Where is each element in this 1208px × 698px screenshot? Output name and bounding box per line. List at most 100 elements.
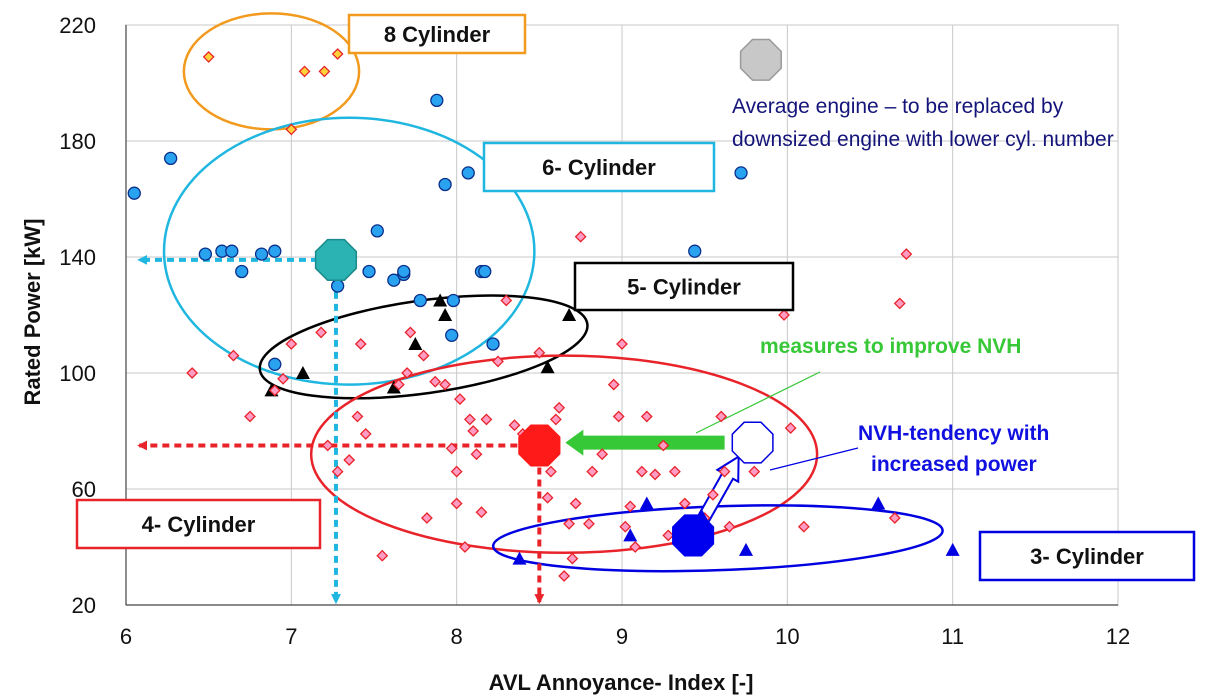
nvh-tendency-label-line1: NVH-tendency with — [858, 422, 1049, 445]
point-4-cylinder-19 — [429, 375, 442, 388]
point-4-cylinder-57 — [640, 410, 653, 423]
point-6-cylinder-18 — [445, 328, 459, 342]
point-4-cylinder-68 — [723, 520, 736, 533]
point-4-cylinder-13 — [376, 549, 389, 562]
average-engine-markers — [314, 38, 782, 557]
point-3-cylinder-1 — [623, 528, 638, 542]
y-tick-label-60: 60 — [72, 477, 96, 502]
point-4-cylinder-67 — [718, 465, 731, 478]
point-4-cylinder-59 — [657, 439, 670, 452]
point-8-cylinder-4 — [331, 48, 344, 60]
point-6-cylinder-4 — [225, 244, 239, 258]
point-4-cylinder-66 — [715, 410, 728, 423]
point-4-cylinder-33 — [508, 419, 521, 432]
point-6-cylinder-5 — [235, 264, 249, 279]
y-axis-title: Rated Power [kW] — [20, 218, 45, 405]
x-tick-label-10: 10 — [775, 624, 799, 649]
average-engine-note-line1: Average engine – to be replaced by — [732, 95, 1064, 118]
point-4-cylinder-47 — [583, 517, 595, 530]
point-4-cylinder-4 — [277, 372, 289, 385]
point-4-cylinder-14 — [392, 378, 405, 391]
point-6-cylinder-15 — [413, 293, 427, 308]
average-engine-four-cylinder — [518, 424, 561, 467]
point-4-cylinder-25 — [459, 541, 471, 553]
point-4-cylinder-28 — [470, 448, 483, 461]
point-4-cylinder-75 — [900, 248, 913, 261]
point-4-cylinder-36 — [533, 346, 546, 359]
average-engine-three-cylinder — [672, 514, 715, 557]
point-8-cylinder-3 — [318, 65, 331, 78]
y-tick-label-180: 180 — [59, 129, 96, 154]
point-4-cylinder-49 — [596, 448, 609, 461]
point-6-cylinder-10 — [362, 264, 376, 279]
point-4-cylinder-56 — [635, 465, 648, 478]
point-4-cylinder-26 — [463, 413, 476, 426]
point-4-cylinder-17 — [417, 349, 430, 362]
x-axis-title: AVL Annoyance- Index [-] — [489, 670, 754, 695]
point-4-cylinder-32 — [500, 294, 513, 307]
point-4-cylinder-43 — [563, 517, 576, 530]
x-tick-label-8: 8 — [451, 624, 463, 649]
point-6-cylinder-2 — [198, 247, 213, 261]
point-6-cylinder-20 — [461, 166, 475, 180]
point-4-cylinder-48 — [586, 465, 599, 478]
point-8-cylinder-1 — [285, 123, 298, 136]
point-4-cylinder-42 — [558, 570, 571, 582]
point-4-cylinder-8 — [331, 465, 344, 478]
point-4-cylinder-62 — [678, 497, 691, 510]
nvh-improvement-arrow — [565, 429, 725, 456]
point-5-cylinder-7 — [562, 308, 577, 321]
point-4-cylinder-46 — [574, 230, 587, 243]
point-4-cylinder-1 — [227, 349, 240, 362]
y-tick-label-140: 140 — [59, 245, 96, 270]
x-tick-label-6: 6 — [120, 624, 132, 649]
six-cylinder-label: 6- Cylinder — [542, 155, 656, 180]
point-4-cylinder-9 — [343, 454, 356, 466]
point-4-cylinder-22 — [450, 465, 463, 478]
point-6-cylinder-19 — [446, 293, 461, 308]
point-4-cylinder-0 — [186, 367, 199, 379]
average-engine-note-line2: downsized engine with lower cyl. number — [732, 128, 1114, 151]
point-4-cylinder-6 — [315, 326, 328, 339]
point-6-cylinder-0 — [127, 186, 141, 200]
annotation-labels: 8 Cylinder 6- Cylinder 5- Cylinder 4- Cylin… — [75, 13, 1196, 582]
point-4-cylinder-27 — [467, 425, 480, 437]
four-cylinder-ellipse — [309, 354, 819, 555]
eight-cylinder-label: 8 Cylinder — [384, 22, 491, 47]
three-cylinder-label: 3- Cylinder — [1030, 544, 1144, 569]
point-4-cylinder-44 — [566, 552, 579, 565]
point-4-cylinder-21 — [445, 442, 458, 455]
point-4-cylinder-7 — [321, 439, 334, 452]
average-engine-legend-marker — [739, 38, 782, 81]
point-4-cylinder-20 — [439, 378, 452, 391]
point-5-cylinder-3 — [408, 337, 423, 350]
point-4-cylinder-12 — [359, 427, 372, 440]
point-4-cylinder-69 — [748, 465, 761, 478]
point-4-cylinder-60 — [662, 529, 675, 542]
point-6-cylinder-11 — [370, 224, 384, 238]
point-4-cylinder-15 — [401, 367, 413, 379]
point-4-cylinder-55 — [629, 541, 642, 553]
point-4-cylinder-73 — [888, 512, 901, 524]
point-4-cylinder-11 — [351, 410, 364, 423]
point-5-cylinder-6 — [540, 360, 555, 374]
point-4-cylinder-72 — [797, 520, 810, 533]
point-3-cylinder-4 — [739, 542, 753, 556]
point-4-cylinder-16 — [404, 326, 417, 339]
y-tick-label-220: 220 — [59, 13, 96, 38]
point-4-cylinder-74 — [893, 297, 906, 310]
point-4-cylinder-70 — [778, 309, 790, 321]
nvh-tendency-label-line2: increased power — [871, 453, 1037, 476]
point-4-cylinder-10 — [354, 338, 367, 350]
point-4-cylinder-71 — [784, 422, 797, 435]
eight-cylinder-label-box — [347, 13, 527, 55]
point-6-cylinder-24 — [688, 244, 702, 258]
point-4-cylinder-24 — [454, 393, 466, 406]
cluster-ellipses — [162, 12, 944, 573]
point-4-cylinder-30 — [480, 413, 493, 426]
point-3-cylinder-6 — [945, 542, 960, 556]
point-8-cylinder-2 — [298, 65, 311, 78]
point-6-cylinder-25 — [734, 166, 748, 180]
five-cylinder-label-box — [573, 261, 795, 312]
